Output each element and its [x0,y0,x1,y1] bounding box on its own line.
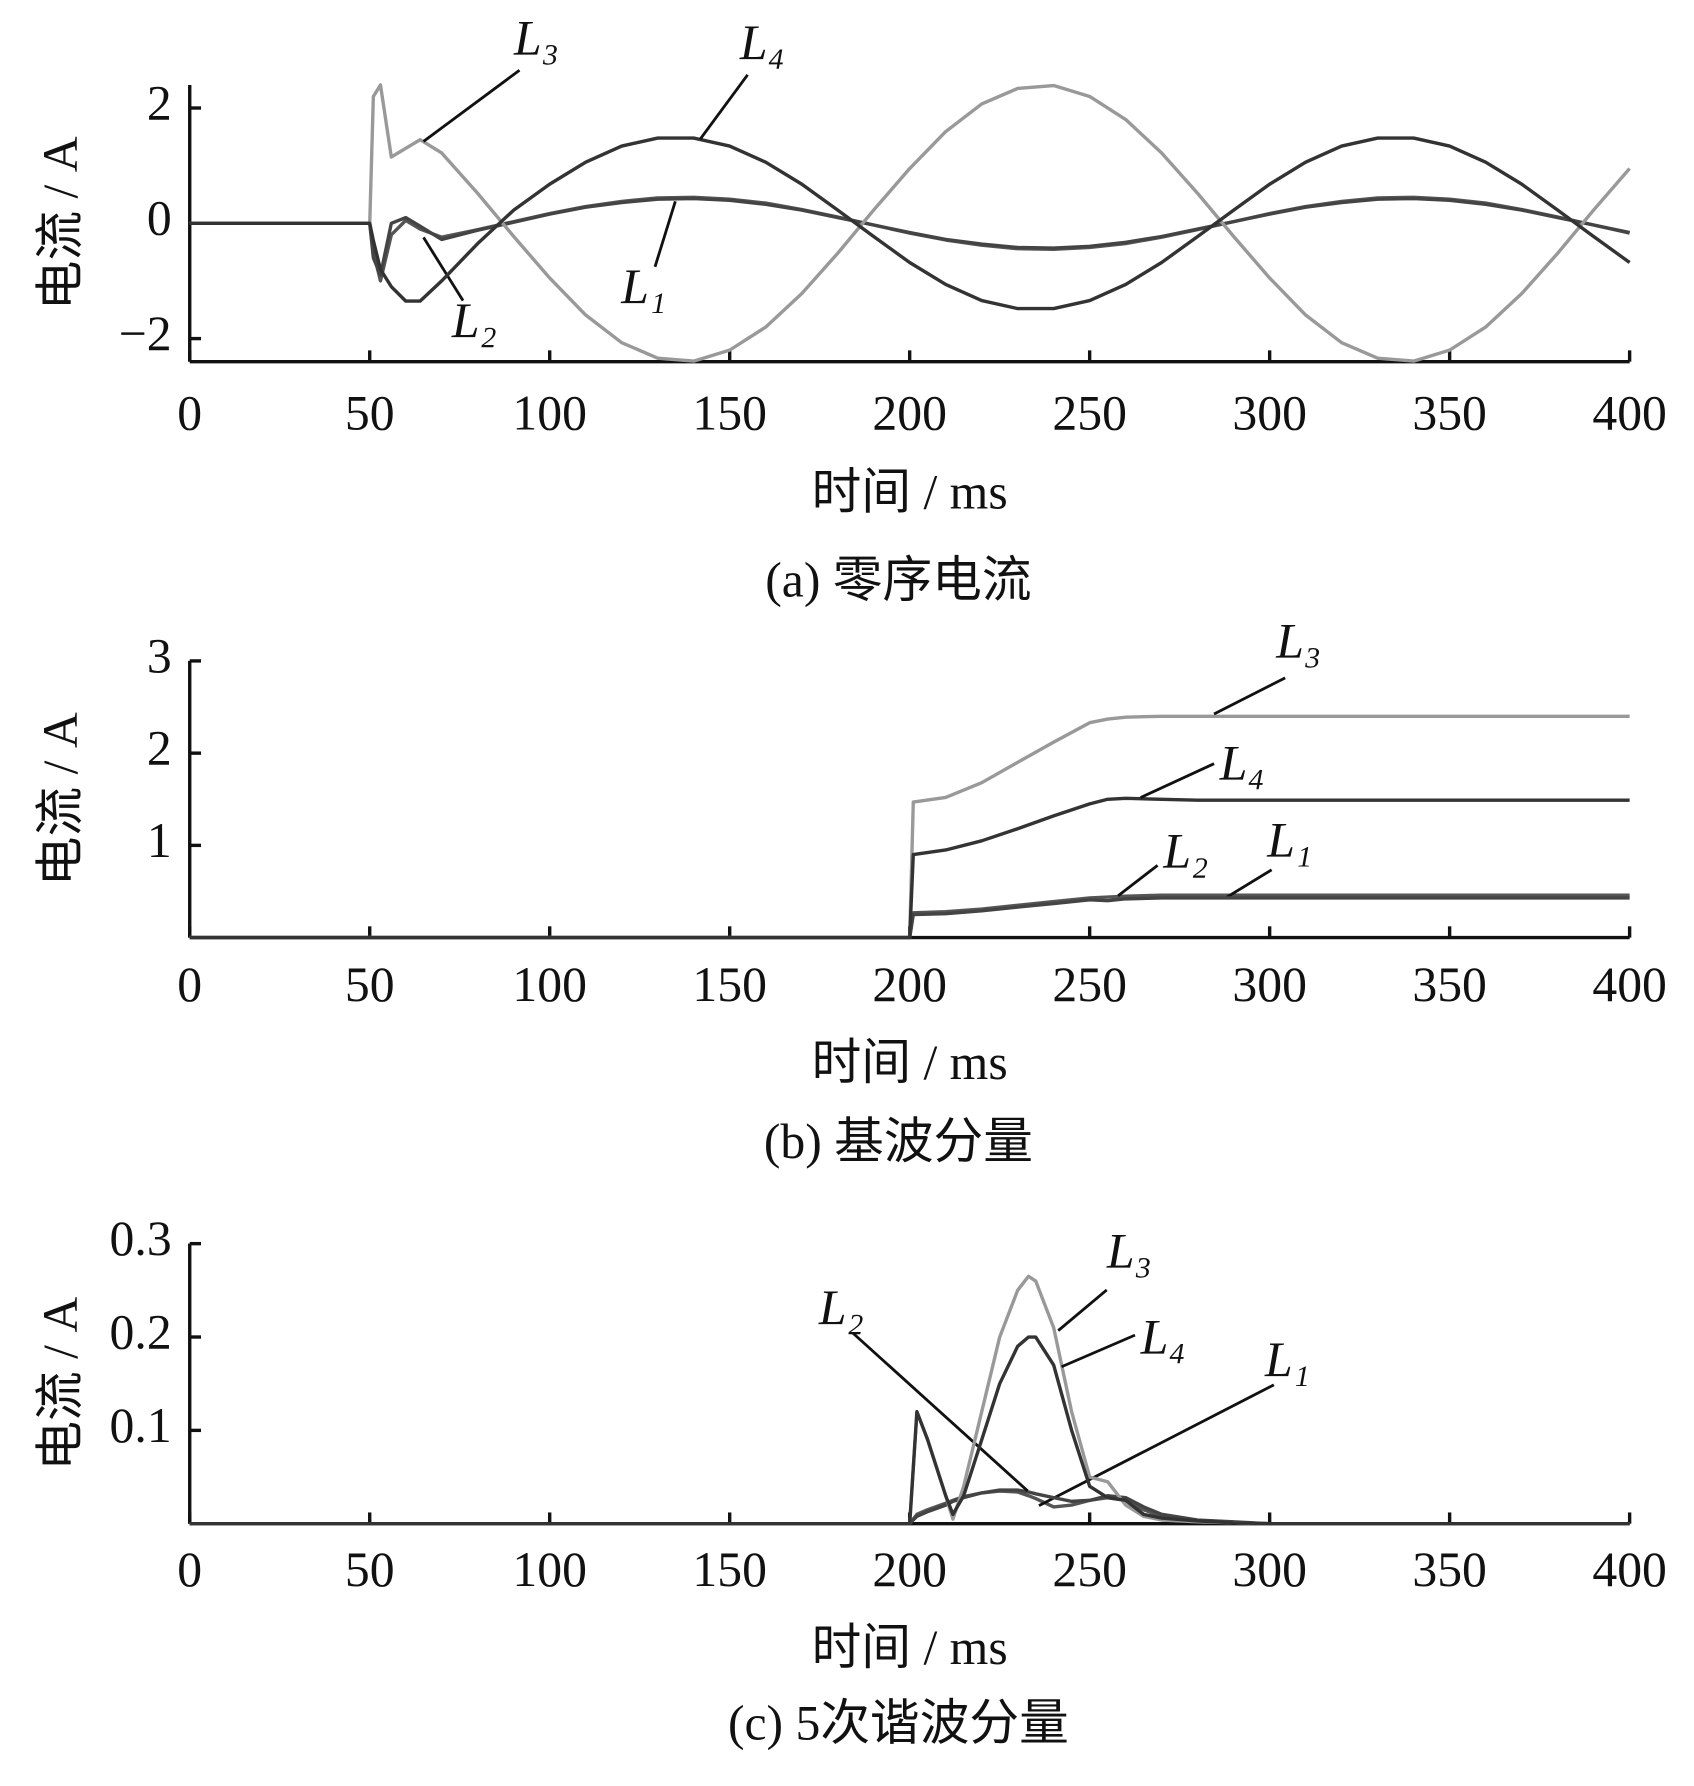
x-tick-label: 50 [345,1542,395,1597]
x-tick-label: 0 [177,386,202,441]
series-line [189,1274,1630,1526]
x-tick-label: 100 [512,1542,587,1597]
series-line [189,195,1631,283]
series-line [189,893,1630,940]
panel: 0 50 100 150 200 250 300 350 400 1 2 3 时间 / ms 电流 / A… [33,614,1667,1169]
series-label: L₄ [1219,736,1265,791]
series-label: L₃ [1275,614,1321,669]
y-tick-label: −2 [119,306,172,361]
x-tick-label: 150 [692,386,767,441]
series-line [189,136,1631,311]
series-label: L₃ [1106,1223,1152,1278]
series-label: L₁ [620,259,666,314]
y-axis-label: 电流 / A [33,1297,88,1471]
x-tick-label: 100 [512,386,587,441]
x-tick-label: 200 [872,386,947,441]
series-line [189,896,1630,940]
series-label: L₂ [818,1280,864,1335]
leader-line [1038,1383,1275,1507]
series-line [189,196,1630,277]
x-tick-label: 250 [1052,386,1127,441]
series-label: L₂ [1162,824,1208,879]
y-axis-label: 电流 / A [33,136,88,310]
x-tick-label: 100 [512,957,587,1012]
x-tick-label: 0 [177,1542,202,1597]
y-tick-label: 0.3 [110,1211,172,1266]
leader-line [1061,1333,1136,1369]
series-line [189,714,1630,940]
series-line [189,83,1631,363]
x-tick-label: 350 [1412,1542,1487,1597]
panel-caption: (a) 零序电流 [765,553,1031,608]
x-tick-label: 150 [692,957,767,1012]
y-tick-label: 1 [147,813,172,868]
x-tick-label: 400 [1592,386,1667,441]
panel-caption: (c) 5次谐波分量 [728,1696,1069,1751]
x-tick-label: 350 [1412,957,1487,1012]
x-tick-label: 200 [872,1542,947,1597]
series-label: L₄ [739,15,785,70]
x-tick-label: 300 [1232,1542,1307,1597]
y-tick-label: 0.2 [110,1304,172,1359]
x-tick-label: 300 [1232,957,1307,1012]
x-tick-label: 150 [692,1542,767,1597]
x-tick-label: 350 [1412,386,1487,441]
leader-line [1117,864,1159,897]
leader-line [1213,676,1286,716]
y-tick-label: 2 [147,75,172,130]
x-tick-label: 250 [1052,1542,1127,1597]
series-label: L₃ [513,11,559,66]
y-axis-label: 电流 / A [33,712,88,886]
series-label: L₁ [1266,812,1312,867]
x-tick-label: 300 [1232,386,1307,441]
y-tick-label: 0 [147,191,172,246]
leader-line [851,1331,1029,1493]
x-axis-label: 时间 / ms [812,465,1008,520]
leader-line [1057,1288,1108,1332]
series-line [189,796,1630,940]
y-tick-label: 0.1 [110,1398,172,1453]
leader-line [1224,868,1273,900]
x-tick-label: 200 [872,957,947,1012]
series-line [189,1335,1630,1526]
y-tick-label: 2 [147,721,172,776]
x-tick-label: 50 [345,957,395,1012]
leader-line [653,200,677,268]
series-label: L₄ [1140,1309,1186,1364]
series-label: L₁ [1264,1332,1310,1387]
x-tick-label: 250 [1052,957,1127,1012]
x-axis-label: 时间 / ms [812,1035,1008,1090]
leader-line [422,69,521,143]
x-axis-label: 时间 / ms [812,1620,1008,1675]
x-tick-label: 400 [1592,957,1667,1012]
leader-line [422,236,465,302]
y-tick-label: 3 [147,628,172,683]
leader-line [1140,762,1215,799]
x-tick-label: 0 [177,957,202,1012]
series-label: L₂ [451,293,497,348]
x-tick-label: 50 [345,386,395,441]
leader-line [699,73,749,141]
panel-caption: (b) 基波分量 [764,1114,1033,1169]
x-tick-label: 400 [1592,1542,1667,1597]
panel: 0 50 100 150 200 250 300 350 400 0.1 0.2 0.3 时间 / ms… [33,1211,1667,1750]
